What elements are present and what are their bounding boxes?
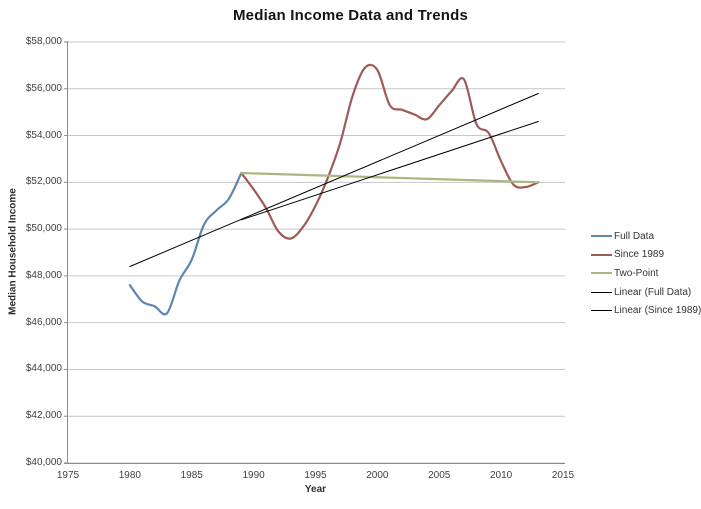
legend-item-linear-full-data-: Linear (Full Data) (591, 283, 701, 302)
x-tick-label: 2015 (551, 470, 575, 481)
y-tick-label: $42,000 (25, 410, 62, 422)
legend: Full Data Since 1989 Two-Point Linear (Full… (591, 227, 701, 320)
series-two-point (240, 171, 540, 184)
legend-line-marker (591, 235, 612, 238)
x-tick-label: 2000 (366, 470, 389, 481)
y-tick-label: $46,000 (25, 316, 62, 328)
legend-item-two-point: Two-Point (591, 264, 701, 283)
y-tick-label: $52,000 (25, 176, 62, 188)
legend-label: Two-Point (614, 267, 659, 279)
x-axis-title: Year (304, 484, 327, 495)
y-tick-label: $56,000 (25, 82, 62, 94)
y-tick-label: $48,000 (25, 269, 62, 281)
series-linear-full-data- (129, 93, 539, 267)
legend-item-full-data: Full Data (591, 227, 701, 246)
chart-title: Median Income Data and Trends (232, 7, 469, 24)
series-linear-since-1989- (240, 121, 539, 221)
x-tick-label: 1980 (118, 470, 141, 481)
legend-line-marker (591, 253, 612, 256)
legend-item-since-1989: Since 1989 (591, 246, 701, 265)
legend-line-marker (591, 310, 612, 312)
x-tick-label: 1975 (56, 470, 80, 481)
y-tick-label: $50,000 (25, 223, 62, 235)
legend-label: Linear (Since 1989) (614, 305, 701, 317)
legend-item-linear-since-1989-: Linear (Since 1989) (591, 301, 701, 320)
legend-label: Linear (Full Data) (614, 286, 692, 298)
x-tick-label: 1985 (180, 470, 203, 481)
legend-line-marker (591, 291, 612, 293)
x-tick-label: 2010 (490, 470, 513, 481)
y-tick-label: $54,000 (25, 129, 62, 141)
x-tick-label: 1990 (242, 470, 265, 481)
series-since-1989 (240, 63, 540, 240)
y-tick-label: $40,000 (25, 457, 62, 468)
series-full-data (128, 171, 243, 316)
legend-line-marker (591, 272, 612, 275)
legend-label: Since 1989 (614, 249, 665, 261)
y-tick-label: $44,000 (25, 363, 62, 375)
y-tick-label: $58,000 (25, 36, 62, 47)
x-tick-label: 2005 (428, 470, 451, 481)
legend-label: Full Data (614, 230, 655, 242)
x-tick-label: 1995 (304, 470, 327, 481)
